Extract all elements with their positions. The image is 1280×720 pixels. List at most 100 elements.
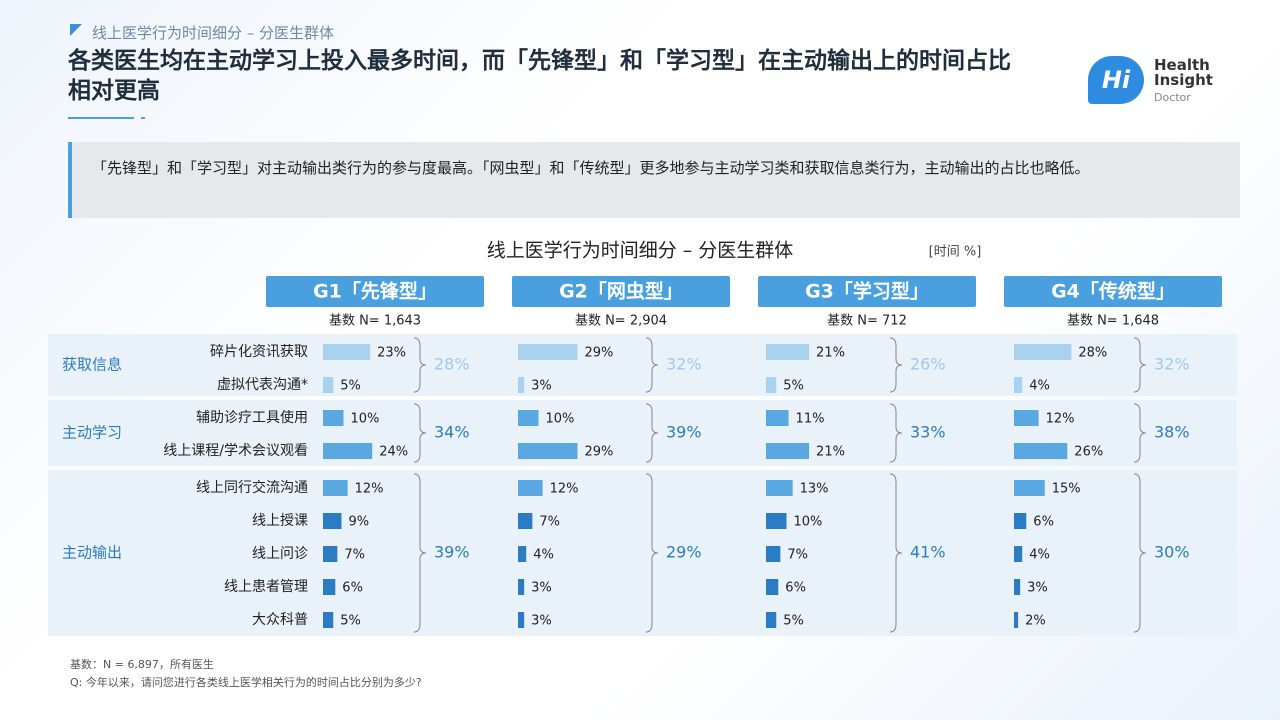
section-label: 主动学习 [62,424,122,442]
group-name: G3「学习型」 [805,280,929,303]
bar [766,546,781,562]
brace [645,337,659,393]
value-label: 5% [340,614,361,629]
category-label: 线上问诊 [252,546,308,562]
value-label: 5% [783,379,804,394]
value-label: 12% [1046,412,1075,427]
chart-title: 线上医学行为时间细分 – 分医生群体 [487,240,794,262]
bar [518,480,543,496]
bar [323,612,334,628]
value-label: 4% [1029,379,1050,394]
value-label: 6% [785,581,806,596]
value-label: 3% [531,614,552,629]
bar [1014,377,1023,393]
value-label: 15% [1052,482,1081,497]
bar [518,513,533,529]
brace [1133,337,1147,393]
category-label: 辅助诊疗工具使用 [196,409,308,426]
bar [766,443,810,459]
section-total: 30% [1154,543,1190,562]
value-label: 10% [351,412,380,427]
category-label: 碎片化资讯获取 [210,344,308,360]
group-base: 基数 N= 712 [827,314,907,329]
brace [413,403,427,463]
value-label: 3% [531,379,552,394]
brace [413,473,427,633]
value-label: 3% [531,581,552,596]
bar [323,443,373,459]
group-base: 基数 N= 2,904 [575,314,667,329]
value-label: 2% [1025,614,1046,629]
bar [323,513,342,529]
group-header [758,276,976,307]
brace [413,337,427,393]
brace [645,473,659,633]
section-band [48,470,1237,636]
value-label: 11% [796,412,825,427]
bar [766,344,810,360]
bar [323,377,334,393]
summary: 「先锋型」和「学习型」对主动输出类行为的参与度最高。「网虫型」和「传统型」更多地… [68,142,1240,218]
category-label: 大众科普 [252,612,308,628]
brace [1133,403,1147,463]
value-label: 12% [550,482,579,497]
value-label: 10% [546,412,575,427]
bar [323,480,348,496]
value-label: 26% [1074,445,1103,460]
unit: [时间 %] [929,245,982,260]
kicker: 线上医学行为时间细分 – 分医生群体 [92,24,335,42]
bar [1014,546,1023,562]
group-header [512,276,730,307]
category-label: 线上患者管理 [224,579,308,595]
bar [323,546,338,562]
value-label: 12% [355,482,384,497]
value-label: 6% [342,581,363,596]
value-label: 7% [539,515,560,530]
bar [766,377,777,393]
group-name: G4「传统型」 [1051,280,1175,303]
value-label: 29% [584,346,613,361]
logo-mark: Hi [1088,56,1144,104]
bar [1014,480,1045,496]
brace [889,403,903,463]
footnote: Q: 今年以来，请问您进行各类线上医学相关行为的时间占比分别为多少? [70,676,422,689]
brace [889,337,903,393]
value-label: 6% [1033,515,1054,530]
value-label: 13% [800,482,829,497]
group-header [266,276,484,307]
section-total: 34% [434,423,470,442]
category-label: 线上课程/学术会议观看 [163,443,308,459]
logo-text: Doctor [1154,91,1191,104]
section-total: 38% [1154,423,1190,442]
footnote: 基数：N = 6,897，所有医生 [70,658,214,671]
value-label: 5% [340,379,361,394]
bar [766,612,777,628]
category-label: 线上授课 [252,513,308,529]
section-total: 39% [434,543,470,562]
value-label: 21% [816,445,845,460]
logo-text: Insight [1154,71,1213,89]
section-label: 获取信息 [62,356,122,374]
section-total: 33% [910,423,946,442]
value-label: 23% [377,346,406,361]
section-total: 41% [910,543,946,562]
value-label: 28% [1078,346,1107,361]
value-label: 24% [379,445,408,460]
category-label: 虚拟代表沟通* [217,377,308,393]
value-label: 4% [533,548,554,563]
value-label: 21% [816,346,845,361]
value-label: 4% [1029,548,1050,563]
section-total: 32% [666,355,702,374]
group-header [1004,276,1222,307]
bar [1014,513,1027,529]
slide-title: 各类医生均在主动学习上投入最多时间，而「先锋型」和「学习型」在主动输出上的时间占… [68,48,1011,104]
group-base: 基数 N= 1,648 [1067,314,1159,329]
bar [323,344,371,360]
bar [766,410,789,426]
bar [323,579,336,595]
brace [645,403,659,463]
bar [518,410,539,426]
value-label: 3% [1027,581,1048,596]
